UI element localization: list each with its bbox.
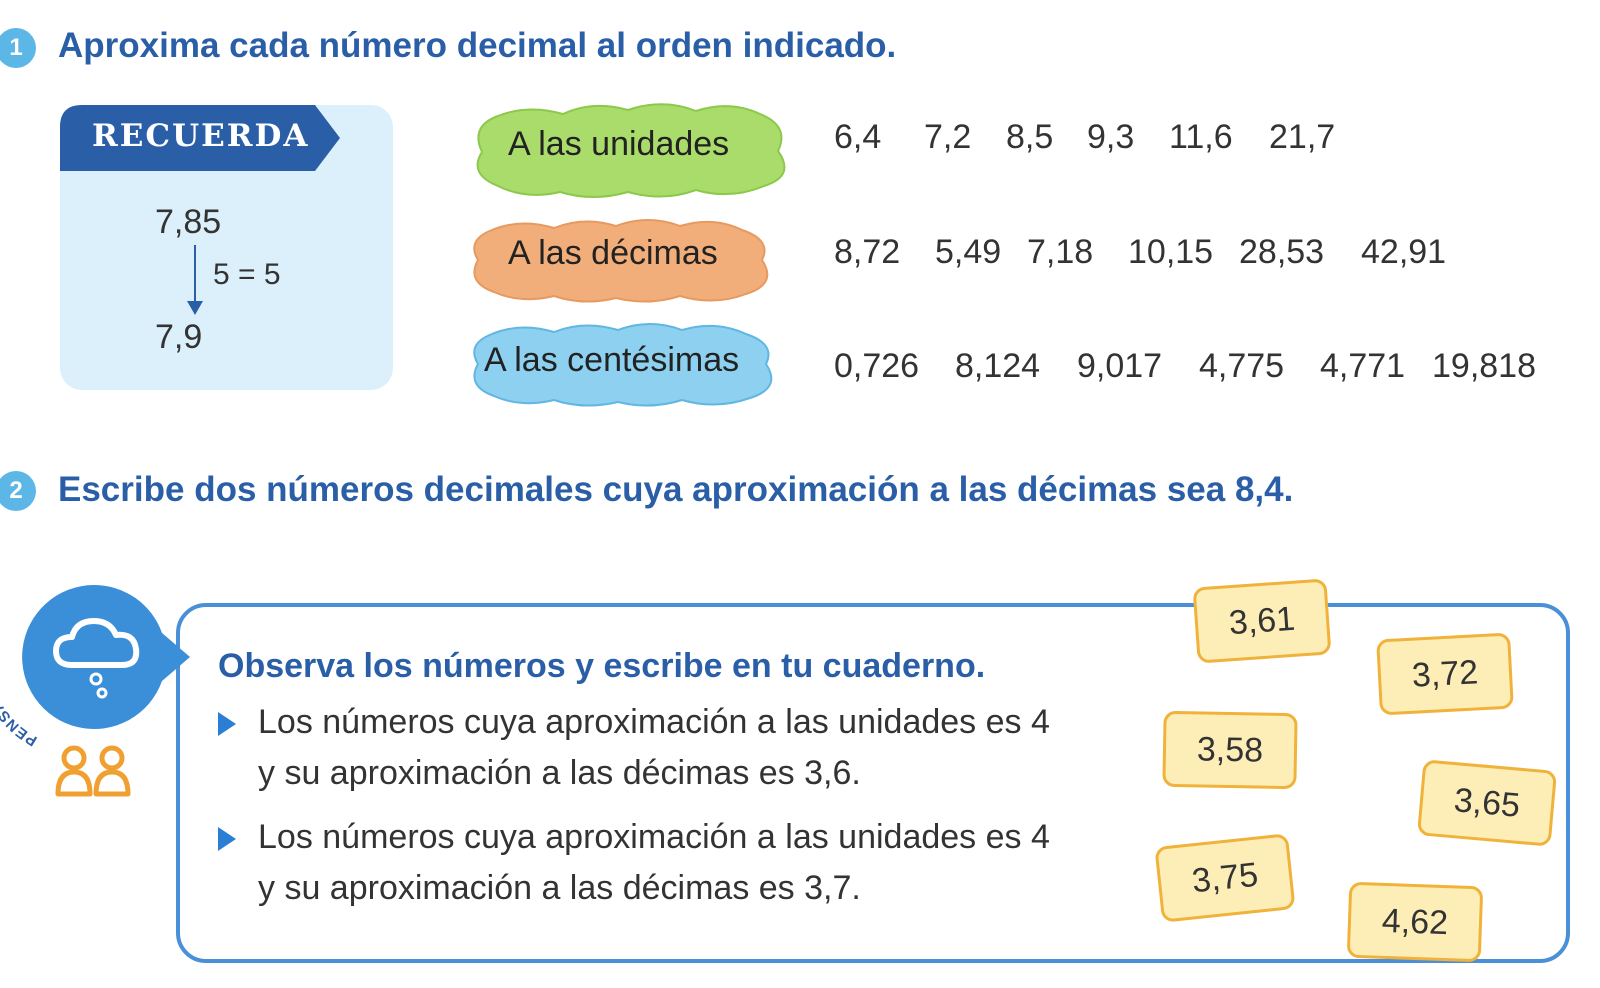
recuerda-result: 7,9 <box>155 318 203 356</box>
number-value: 10,15 <box>1128 233 1214 271</box>
number-card: 4,62 <box>1346 881 1484 963</box>
number-value: 8,5 <box>1006 118 1054 156</box>
exercise-1-number: 1 <box>0 28 36 68</box>
number-card: 3,72 <box>1376 632 1514 716</box>
number-card: 3,75 <box>1154 833 1296 923</box>
number-value: 9,3 <box>1087 118 1135 156</box>
row-label-decimas: A las décimas <box>508 234 718 272</box>
number-value: 4,775 <box>1199 347 1285 385</box>
cloud-thought-icon <box>22 585 190 729</box>
down-arrow-icon <box>187 245 203 315</box>
number-value: 11,6 <box>1169 118 1233 156</box>
number-card: 3,61 <box>1192 578 1332 664</box>
centesimas-blob <box>473 323 773 407</box>
exercise-2-title: Escribe dos números decimales cuya aprox… <box>58 470 1294 509</box>
number-value: 7,18 <box>1027 233 1094 271</box>
row-label-unidades: A las unidades <box>508 125 730 163</box>
recuerda-label: RECUERDA <box>92 118 310 154</box>
recuerda-top-number: 7,85 <box>155 203 222 241</box>
recuerda-tab <box>60 105 340 171</box>
number-value: 5,49 <box>935 233 1002 271</box>
bullet-1-line-2: y su aproximación a las décimas es 3,6. <box>258 754 861 792</box>
number-value: 4,771 <box>1320 347 1406 385</box>
number-value: 9,017 <box>1077 347 1163 385</box>
bullet-1-line-1: Los números cuya aproximación a las unid… <box>258 703 1050 741</box>
row-label-centesimas: A las centésimas <box>484 341 740 379</box>
bullet-2-line-2: y su aproximación a las décimas es 3,7. <box>258 869 861 907</box>
number-value: 8,124 <box>955 347 1041 385</box>
number-value: 28,53 <box>1239 233 1325 271</box>
unidades-blob <box>476 103 786 198</box>
recuerda-rule: 5 = 5 <box>213 258 281 291</box>
triangle-bullet-icon <box>218 712 236 736</box>
triangle-bullet-icon <box>218 827 236 851</box>
pensamiento-box <box>176 603 1570 963</box>
number-value: 7,2 <box>924 118 972 156</box>
exercise-2-number: 2 <box>0 471 36 511</box>
pensamiento-title: Observa los números y escribe en tu cuad… <box>218 647 986 685</box>
pair-work-icon <box>55 745 131 797</box>
number-value: 8,72 <box>834 233 901 271</box>
number-value: 19,818 <box>1432 347 1536 385</box>
number-card: 3,65 <box>1416 759 1558 847</box>
exercise-1-title: Aproxima cada número decimal al orden in… <box>58 26 897 65</box>
number-value: 6,4 <box>834 118 882 156</box>
number-value: 21,7 <box>1269 118 1336 156</box>
number-card: 3,58 <box>1162 710 1298 790</box>
number-value: 0,726 <box>834 347 920 385</box>
decimas-blob <box>473 219 769 303</box>
number-value: 42,91 <box>1361 233 1447 271</box>
bullet-2-line-1: Los números cuya aproximación a las unid… <box>258 818 1050 856</box>
